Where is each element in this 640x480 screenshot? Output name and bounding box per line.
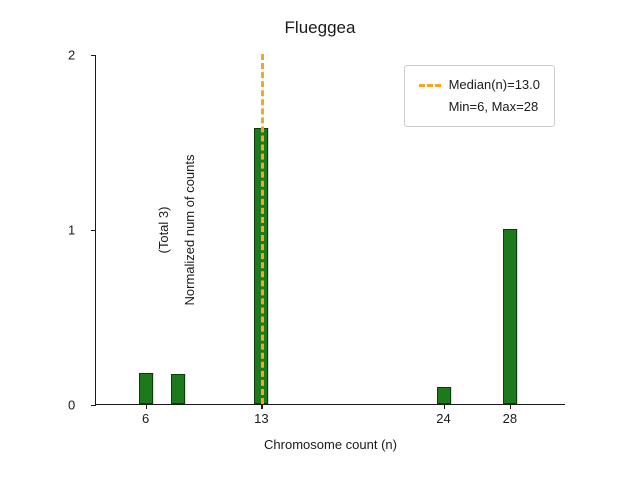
bar-chromosome-7[interactable] (171, 374, 185, 404)
x-tick-label-13: 13 (254, 411, 268, 426)
legend-box: Median(n)=13.0 Min=6, Max=28 (404, 65, 555, 127)
x-tick-label-28: 28 (503, 411, 517, 426)
x-axis-label: Chromosome count (n) (264, 437, 397, 452)
x-tick-label-6: 6 (142, 411, 149, 426)
y-tick-label-0: 0 (68, 398, 75, 413)
y-tick-label-2: 2 (68, 48, 75, 63)
bar-chromosome-28[interactable] (503, 229, 517, 404)
chart-container: Flueggea Normalized num of counts (Total… (0, 0, 640, 480)
median-line-swatch (419, 84, 441, 87)
y-axis-total-label: (Total 3) (156, 206, 171, 253)
y-tick-label-1: 1 (68, 223, 75, 238)
legend-row-median: Median(n)=13.0 (419, 74, 540, 96)
chart-title: Flueggea (0, 18, 640, 38)
y-axis-label: Normalized num of counts (182, 154, 197, 305)
x-tick-mark-6 (146, 404, 147, 409)
x-tick-mark-13 (261, 404, 262, 409)
legend-label-minmax: Min=6, Max=28 (419, 96, 540, 118)
y-tick-mark-2 (91, 55, 96, 56)
y-tick-mark-1 (91, 230, 96, 231)
x-tick-label-24: 24 (436, 411, 450, 426)
y-tick-mark-0 (91, 405, 96, 406)
plot-area: Normalized num of counts (Total 3) 0 1 2… (95, 55, 565, 405)
x-tick-mark-28 (510, 404, 511, 409)
median-line (261, 54, 264, 404)
x-tick-mark-24 (444, 404, 445, 409)
bar-chromosome-6[interactable] (139, 373, 153, 405)
bar-chromosome-24[interactable] (437, 387, 451, 405)
legend-label-median: Median(n)=13.0 (449, 74, 540, 96)
